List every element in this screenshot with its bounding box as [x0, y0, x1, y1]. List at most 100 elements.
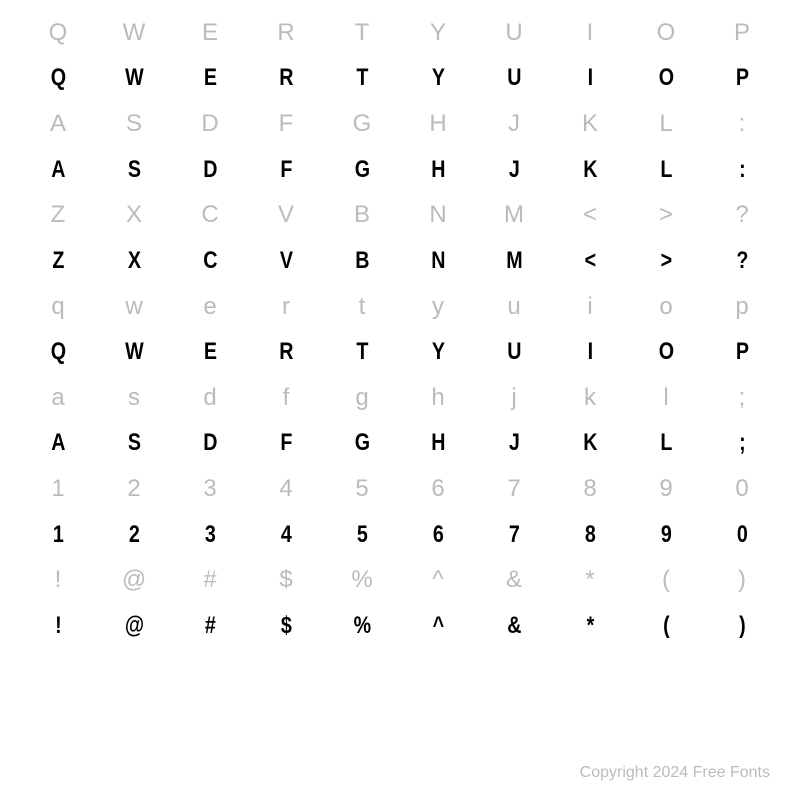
font-glyph: F	[255, 421, 317, 467]
reference-char: a	[20, 375, 96, 421]
reference-char: 3	[172, 466, 248, 512]
font-glyph: U	[483, 329, 545, 375]
reference-char: s	[96, 375, 172, 421]
font-glyph: (	[635, 603, 697, 649]
reference-char: w	[96, 284, 172, 330]
reference-char: E	[172, 10, 248, 56]
font-glyph: R	[255, 56, 317, 102]
font-glyph: H	[407, 421, 469, 467]
reference-char: Q	[20, 10, 96, 56]
font-glyph: @	[103, 603, 165, 649]
reference-char: &	[476, 558, 552, 604]
font-glyph: P	[711, 329, 773, 375]
font-glyph: 5	[331, 512, 393, 558]
font-glyph: X	[103, 238, 165, 284]
font-glyph: J	[483, 421, 545, 467]
reference-char: <	[552, 193, 628, 239]
font-glyph: 1	[27, 512, 89, 558]
font-glyph: B	[331, 238, 393, 284]
reference-char: I	[552, 10, 628, 56]
copyright-text: Copyright 2024 Free Fonts	[580, 764, 770, 782]
font-glyph: 4	[255, 512, 317, 558]
reference-char: y	[400, 284, 476, 330]
font-glyph: 3	[179, 512, 241, 558]
font-glyph: S	[103, 147, 165, 193]
reference-char: r	[248, 284, 324, 330]
reference-char: q	[20, 284, 96, 330]
reference-char: >	[628, 193, 704, 239]
font-glyph: L	[635, 147, 697, 193]
reference-char: B	[324, 193, 400, 239]
reference-char: @	[96, 558, 172, 604]
font-glyph: 8	[559, 512, 621, 558]
font-glyph: U	[483, 56, 545, 102]
reference-char: N	[400, 193, 476, 239]
font-glyph: &	[483, 603, 545, 649]
reference-char: T	[324, 10, 400, 56]
font-glyph: F	[255, 147, 317, 193]
font-glyph: D	[179, 147, 241, 193]
reference-char: S	[96, 101, 172, 147]
reference-char: Z	[20, 193, 96, 239]
font-glyph: :	[711, 147, 773, 193]
font-glyph: R	[255, 329, 317, 375]
reference-char: V	[248, 193, 324, 239]
font-glyph: I	[559, 329, 621, 375]
font-glyph: 7	[483, 512, 545, 558]
reference-char: 1	[20, 466, 96, 512]
font-glyph: H	[407, 147, 469, 193]
font-glyph: #	[179, 603, 241, 649]
reference-char: 0	[704, 466, 780, 512]
reference-char: u	[476, 284, 552, 330]
font-glyph: ^	[407, 603, 469, 649]
reference-char: M	[476, 193, 552, 239]
reference-char: 4	[248, 466, 324, 512]
reference-char: H	[400, 101, 476, 147]
reference-char: A	[20, 101, 96, 147]
font-glyph: >	[635, 238, 697, 284]
reference-char: e	[172, 284, 248, 330]
font-glyph: )	[711, 603, 773, 649]
reference-char: 7	[476, 466, 552, 512]
font-glyph: I	[559, 56, 621, 102]
font-glyph: O	[635, 56, 697, 102]
reference-char: 9	[628, 466, 704, 512]
reference-char: U	[476, 10, 552, 56]
font-glyph: 2	[103, 512, 165, 558]
reference-char: p	[704, 284, 780, 330]
font-glyph: W	[103, 56, 165, 102]
reference-char: K	[552, 101, 628, 147]
reference-char: :	[704, 101, 780, 147]
reference-char: i	[552, 284, 628, 330]
font-glyph: M	[483, 238, 545, 284]
font-glyph: T	[331, 329, 393, 375]
reference-char: (	[628, 558, 704, 604]
font-glyph: 6	[407, 512, 469, 558]
font-glyph: T	[331, 56, 393, 102]
font-glyph: Y	[407, 329, 469, 375]
reference-char: 2	[96, 466, 172, 512]
reference-char: k	[552, 375, 628, 421]
reference-char: ?	[704, 193, 780, 239]
font-glyph: D	[179, 421, 241, 467]
character-map-grid: QWERTYUIOPQWERTYUIOPASDFGHJKL:ASDFGHJKL:…	[20, 10, 780, 740]
reference-char: Y	[400, 10, 476, 56]
font-glyph: *	[559, 603, 621, 649]
reference-char: $	[248, 558, 324, 604]
reference-char: J	[476, 101, 552, 147]
reference-char: l	[628, 375, 704, 421]
reference-char: j	[476, 375, 552, 421]
font-glyph: K	[559, 147, 621, 193]
font-glyph: 9	[635, 512, 697, 558]
font-glyph: ;	[711, 421, 773, 467]
font-glyph: %	[331, 603, 393, 649]
font-glyph: Q	[27, 329, 89, 375]
reference-char: 5	[324, 466, 400, 512]
font-glyph: S	[103, 421, 165, 467]
font-glyph: A	[27, 147, 89, 193]
font-glyph: G	[331, 147, 393, 193]
reference-char: g	[324, 375, 400, 421]
font-glyph: O	[635, 329, 697, 375]
reference-char: L	[628, 101, 704, 147]
reference-char: O	[628, 10, 704, 56]
